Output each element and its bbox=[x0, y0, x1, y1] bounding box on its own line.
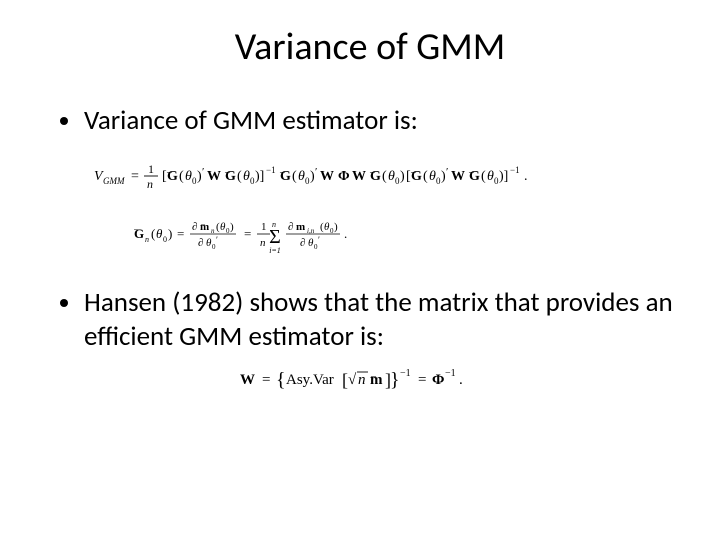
svg-text:θ: θ bbox=[243, 169, 250, 184]
svg-text:=: = bbox=[131, 169, 139, 184]
svg-text:): ) bbox=[334, 221, 338, 233]
svg-text:m: m bbox=[296, 221, 305, 233]
svg-text:θ: θ bbox=[388, 169, 395, 184]
svg-text:−1: −1 bbox=[400, 368, 411, 379]
svg-text:θ: θ bbox=[429, 169, 436, 184]
svg-text:0: 0 bbox=[163, 235, 167, 244]
bullet-text: Hansen (1982) shows that the matrix that… bbox=[84, 286, 680, 354]
bullet-dot-icon bbox=[60, 117, 68, 125]
svg-text:√: √ bbox=[348, 372, 357, 388]
svg-text:=: = bbox=[177, 226, 184, 241]
svg-text:∂: ∂ bbox=[192, 221, 197, 233]
math-icon: V GMM = 1 n [ _ G ( θ 0 ) ′ W _ G ( θ bbox=[94, 160, 654, 194]
svg-text:n: n bbox=[147, 177, 153, 191]
svg-text:)]: )] bbox=[255, 169, 264, 184]
svg-text:m: m bbox=[370, 372, 383, 388]
svg-text:θ: θ bbox=[298, 169, 305, 184]
svg-text:W: W bbox=[352, 169, 366, 184]
svg-text:1: 1 bbox=[261, 221, 267, 233]
svg-text:(: ( bbox=[481, 169, 486, 184]
svg-text:G: G bbox=[134, 226, 144, 241]
svg-text:n: n bbox=[358, 372, 366, 388]
svg-text:(: ( bbox=[179, 169, 184, 184]
svg-text:{: { bbox=[276, 369, 286, 391]
formula-vgmm: V GMM = 1 n [ _ G ( θ 0 ) ′ W _ G ( θ bbox=[94, 160, 680, 194]
svg-text:(: ( bbox=[151, 226, 155, 241]
svg-text:): ) bbox=[230, 221, 234, 233]
svg-text:): ) bbox=[168, 226, 172, 241]
svg-text:G: G bbox=[411, 169, 422, 184]
svg-text:W: W bbox=[320, 169, 334, 184]
svg-text:′: ′ bbox=[216, 235, 218, 245]
formula-weight: W = { Asy.Var [ √ n _ m ] } −1 = Φ −1 . bbox=[60, 363, 680, 400]
svg-text:∂: ∂ bbox=[198, 237, 203, 249]
svg-text:W: W bbox=[240, 372, 255, 388]
svg-text:∂: ∂ bbox=[300, 237, 305, 249]
bullet-item: Hansen (1982) shows that the matrix that… bbox=[60, 286, 680, 354]
svg-text:θ: θ bbox=[487, 169, 494, 184]
svg-text:n: n bbox=[260, 237, 266, 249]
bullet-item: Variance of GMM estimator is: bbox=[60, 104, 680, 138]
svg-text:)]: )] bbox=[499, 169, 508, 184]
svg-text:−1: −1 bbox=[445, 368, 456, 379]
svg-text:}: } bbox=[390, 369, 400, 391]
svg-text:′: ′ bbox=[202, 166, 204, 178]
svg-text:(: ( bbox=[292, 169, 297, 184]
bullet-text: Variance of GMM estimator is: bbox=[84, 104, 680, 138]
math-icon: _ G n ( θ 0 ) = ∂ _ m n ( θ 0 ) ∂ θ 0 bbox=[134, 216, 534, 256]
svg-text:.: . bbox=[344, 226, 347, 241]
svg-text:G: G bbox=[469, 169, 480, 184]
math-icon: W = { Asy.Var [ √ n _ m ] } −1 = Φ −1 . bbox=[240, 363, 500, 395]
svg-text:Σ: Σ bbox=[269, 226, 281, 248]
svg-text:m: m bbox=[200, 221, 209, 233]
svg-text:GMM: GMM bbox=[103, 176, 125, 186]
svg-text:−1: −1 bbox=[510, 165, 520, 175]
svg-text:n: n bbox=[145, 235, 149, 244]
svg-text:1: 1 bbox=[148, 162, 154, 176]
svg-text:θ: θ bbox=[185, 169, 192, 184]
svg-text:.: . bbox=[524, 169, 528, 184]
bullet-dot-icon bbox=[60, 299, 68, 307]
svg-text:=: = bbox=[418, 372, 426, 388]
svg-text:θ: θ bbox=[156, 226, 163, 241]
svg-text:W: W bbox=[451, 169, 465, 184]
svg-text:′: ′ bbox=[318, 235, 320, 245]
svg-text:(: ( bbox=[423, 169, 428, 184]
svg-text:∂: ∂ bbox=[288, 221, 293, 233]
svg-text:G: G bbox=[370, 169, 381, 184]
slide-title: Variance of GMM bbox=[60, 24, 680, 70]
svg-text:G: G bbox=[225, 169, 236, 184]
svg-text:Asy.Var: Asy.Var bbox=[286, 372, 334, 388]
svg-text:(: ( bbox=[382, 169, 387, 184]
svg-text:): ) bbox=[400, 169, 405, 184]
svg-text:=: = bbox=[262, 372, 270, 388]
svg-text:−1: −1 bbox=[266, 165, 276, 175]
svg-text:.: . bbox=[459, 372, 463, 388]
svg-text:=: = bbox=[244, 226, 251, 241]
formula-gbar: _ G n ( θ 0 ) = ∂ _ m n ( θ 0 ) ∂ θ 0 bbox=[94, 216, 680, 256]
svg-text:W: W bbox=[207, 169, 221, 184]
svg-text:i=1: i=1 bbox=[269, 246, 281, 255]
svg-text:G: G bbox=[167, 169, 178, 184]
svg-text:′: ′ bbox=[446, 166, 448, 178]
svg-text:(: ( bbox=[237, 169, 242, 184]
svg-text:Φ: Φ bbox=[432, 372, 444, 388]
svg-text:Φ: Φ bbox=[338, 169, 350, 184]
svg-text:′: ′ bbox=[315, 166, 317, 178]
svg-text:G: G bbox=[280, 169, 291, 184]
slide: Variance of GMM Variance of GMM estimato… bbox=[0, 0, 720, 540]
